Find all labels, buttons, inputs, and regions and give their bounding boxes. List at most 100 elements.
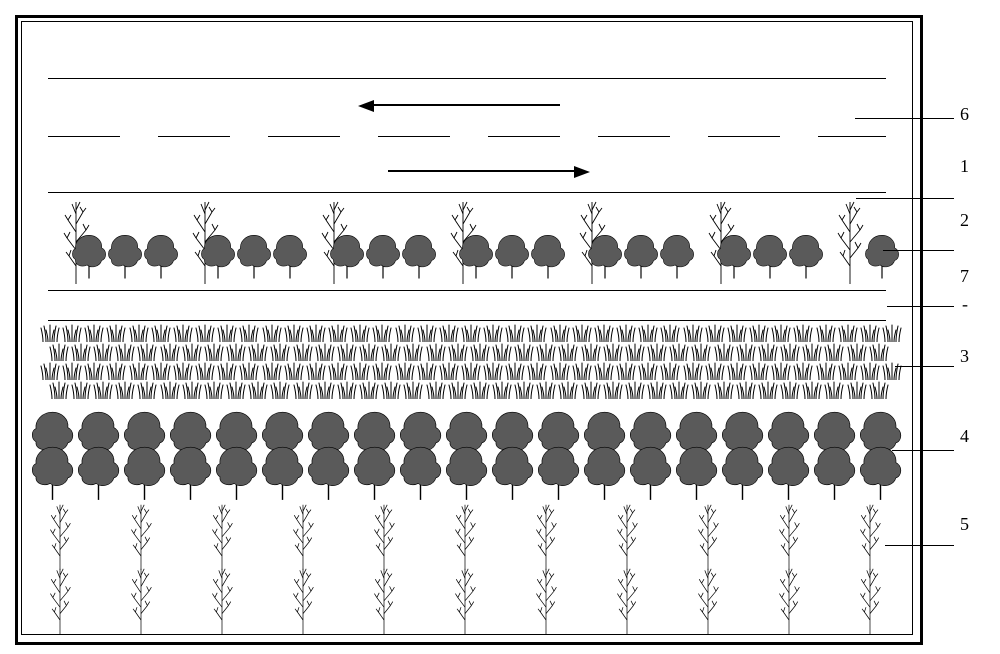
band3-grass [638,324,658,342]
band3-grass [527,362,547,380]
band3-grass [426,343,446,361]
band3-grass [381,381,401,399]
band3-grass [49,381,69,399]
band2-shrub [401,225,437,287]
band3-grass [793,324,813,342]
band3-grass [284,324,304,342]
band3-grass [838,324,858,342]
band3-grass [505,362,525,380]
band4-shrub [30,445,75,500]
band3-grass [824,381,844,399]
band4-shrub [306,445,351,500]
band3-grass [771,362,791,380]
arrow-right [388,170,576,172]
band3-grass [226,381,246,399]
band5-tree [202,500,242,570]
band3-grass [403,381,423,399]
band5-tree [445,500,485,570]
band5-tree [364,564,404,634]
road-center-dash [818,136,886,137]
band3-grass [239,324,259,342]
band3-grass [173,324,193,342]
band3-grass [882,324,902,342]
band2-shrub [107,225,143,287]
band3-grass [337,343,357,361]
band3-grass [448,381,468,399]
band3-grass [625,381,645,399]
leader-line-1 [856,198,954,199]
band3-grass [514,343,534,361]
band4-shrub [444,445,489,500]
band3-grass [572,324,592,342]
band3-grass [470,343,490,361]
diagram-stage: 6127345- [0,0,1000,654]
band3-grass [49,343,69,361]
band3-grass [603,343,623,361]
band3-grass [448,343,468,361]
band5-tree [526,500,566,570]
band3-grass [337,381,357,399]
band3-grass [239,362,259,380]
band3-grass [736,381,756,399]
band3-grass [780,343,800,361]
label-7: 7 [960,266,969,287]
band3-grass [372,324,392,342]
band3-grass [647,381,667,399]
band3-grass [793,362,813,380]
band3-grass [771,324,791,342]
band2-shrub [494,225,530,287]
band3-grass [293,381,313,399]
band3-grass [758,381,778,399]
band5-tree [526,564,566,634]
band3-grass [350,362,370,380]
band5-tree [688,564,728,634]
band3-grass [62,324,82,342]
band3-grass [550,324,570,342]
band5-tree [40,500,80,570]
band3-grass [581,343,601,361]
band3-grass [749,362,769,380]
band3-grass [816,324,836,342]
band3-grass [514,381,534,399]
road-center-dash [268,136,340,137]
road-center-dash [48,136,120,137]
band3-grass [705,324,725,342]
band3-grass [71,381,91,399]
band4-shrub [858,445,903,500]
band4-shrub [766,445,811,500]
band3-grass [594,324,614,342]
band3-grass [550,362,570,380]
band3-grass [226,343,246,361]
band3-grass [616,362,636,380]
band3-grass [683,324,703,342]
band3-grass [71,343,91,361]
band3-grass [40,324,60,342]
band3-grass [306,324,326,342]
road-center-dash [708,136,780,137]
road-bottom-line [48,192,886,193]
leader-line-4 [892,450,954,451]
band2-shrub [716,225,752,287]
band3-grass [62,362,82,380]
band3-grass [84,362,104,380]
road-center-dash [598,136,670,137]
band3-grass [780,381,800,399]
band2-shrub [530,225,566,287]
band2-shrub [752,225,788,287]
band5-tree [607,500,647,570]
band3-grass [470,381,490,399]
band3-grass [137,381,157,399]
band5-tree [202,564,242,634]
band3-grass [93,343,113,361]
band3-grass [204,381,224,399]
band5-tree [850,564,890,634]
band3-grass [315,343,335,361]
label-5: 5 [960,514,969,535]
band3-grass [882,362,902,380]
label-6: 6 [960,104,969,125]
band3-grass [714,381,734,399]
band3-grass [160,381,180,399]
band3-grass [483,362,503,380]
band3-grass [483,324,503,342]
band4-shrub [214,445,259,500]
